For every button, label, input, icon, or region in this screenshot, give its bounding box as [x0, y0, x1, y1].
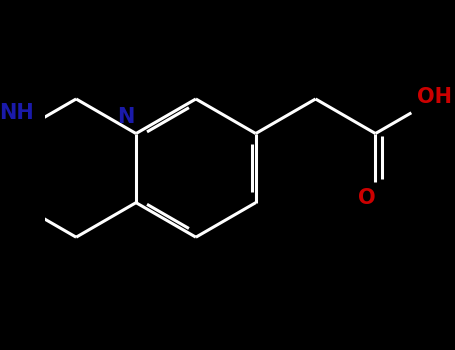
Text: O: O	[359, 188, 376, 208]
Text: NH: NH	[0, 103, 34, 123]
Text: OH: OH	[417, 87, 452, 107]
Text: N: N	[117, 107, 135, 127]
